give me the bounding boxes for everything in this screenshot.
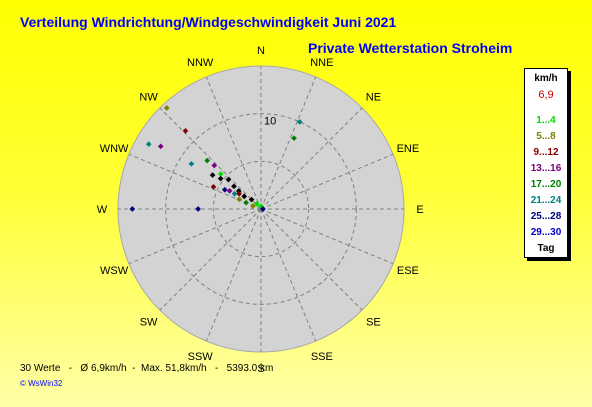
data-point [211, 162, 218, 169]
data-point [226, 188, 233, 194]
legend-average: 6,9 [538, 89, 554, 101]
direction-label-sw: SW [140, 316, 158, 328]
grid-spoke [260, 208, 363, 311]
data-point [209, 172, 216, 178]
legend-class-1: 1...4 [536, 115, 556, 126]
legend-unit: km/h [534, 73, 558, 84]
data-point [157, 143, 164, 150]
direction-label-wsw: WSW [100, 265, 129, 277]
legend-class-3: 9...12 [533, 147, 559, 158]
separator: - [132, 363, 136, 374]
data-point [253, 201, 260, 207]
direction-label-ssw: SSW [188, 351, 214, 363]
data-point [221, 186, 228, 193]
grid-ring [212, 160, 310, 258]
total-distance: 5393.0 km [226, 363, 274, 374]
grid-spoke [205, 76, 262, 210]
legend-class-6: 21...24 [530, 195, 562, 206]
data-point [195, 206, 201, 212]
data-point [296, 119, 303, 125]
data-point [129, 206, 136, 212]
grid-spoke [260, 153, 394, 210]
radial-tick-label: 10 [264, 116, 276, 128]
separator: - [68, 363, 73, 374]
data-point [210, 184, 217, 190]
direction-label-ese: ESE [397, 265, 419, 277]
direction-label-se: SE [366, 316, 381, 328]
data-point [217, 171, 224, 177]
legend-class-2: 5...8 [536, 131, 556, 142]
data-point [236, 190, 242, 197]
data-point [231, 190, 238, 197]
data-point [225, 176, 232, 183]
data-point [291, 135, 297, 141]
max-speed: Max. 51,8km/h [141, 363, 207, 374]
chart-title: Verteilung Windrichtung/Windgeschwindigk… [20, 14, 397, 30]
direction-label-e: E [416, 204, 423, 216]
data-point [241, 193, 248, 200]
direction-label-nw: NW [139, 92, 158, 104]
direction-label-sse: SSE [311, 351, 333, 363]
data-point [250, 203, 256, 209]
direction-label-ne: NE [366, 92, 381, 104]
direction-label-nnw: NNW [187, 57, 214, 69]
direction-label-w: W [97, 204, 108, 216]
legend-class-day: Tag [537, 243, 555, 254]
data-point [260, 206, 266, 212]
grid-spoke [260, 76, 317, 210]
legend-class-4: 13...16 [530, 163, 562, 174]
direction-label-n: N [257, 45, 265, 57]
data-point [217, 175, 224, 182]
data-point [231, 183, 237, 190]
data-point [163, 105, 170, 111]
speed-legend: km/h 6,9 1...4 5...8 9...12 13...16 17..… [524, 68, 568, 258]
data-point [188, 160, 195, 167]
data-point [243, 199, 249, 206]
value-count: 30 Werte [20, 363, 61, 374]
station-name: Private Wetterstation Stroheim [308, 40, 513, 56]
grid-spoke [260, 208, 317, 342]
data-point [204, 157, 210, 164]
data-point [248, 196, 255, 203]
direction-label-ene: ENE [397, 143, 420, 155]
legend-class-7: 25...28 [530, 211, 562, 222]
average-speed: Ø 6,9km/h [80, 363, 127, 374]
data-point [236, 196, 243, 203]
grid-spoke [159, 107, 262, 210]
grid-spoke [260, 107, 363, 210]
grid-spoke [159, 208, 262, 311]
grid-ring [165, 113, 357, 305]
grid-spoke [260, 208, 394, 265]
direction-label-wnw: WNW [100, 143, 129, 155]
separator: - [214, 363, 219, 374]
grid-spoke [128, 208, 262, 265]
data-point [145, 141, 152, 148]
direction-label-nne: NNE [310, 57, 333, 69]
direction-label-s: S [257, 363, 264, 375]
data-point [182, 127, 189, 134]
software-credit: © WsWin32 [20, 379, 63, 388]
legend-class-8: 29...30 [530, 227, 562, 238]
legend-class-5: 17...20 [530, 179, 562, 190]
grid-spoke [205, 208, 262, 342]
statistics-footer: 30 Werte - Ø 6,9km/h - Max. 51,8km/h - 5… [20, 363, 273, 374]
